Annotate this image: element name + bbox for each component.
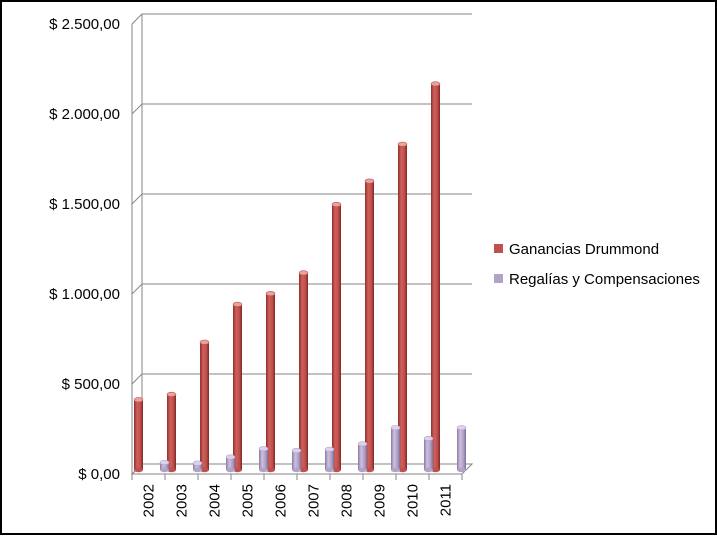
- bar-regalias: [291, 448, 302, 473]
- axes: [130, 14, 474, 480]
- bar-regalias: [390, 425, 401, 473]
- bar-regalias: [258, 446, 269, 473]
- bars: [133, 81, 467, 473]
- bar-regalias: [456, 425, 467, 473]
- bar-ganancias: [430, 81, 441, 473]
- x-tick-label: 2005: [240, 484, 257, 517]
- legend-swatch: [494, 244, 503, 253]
- bar-regalias: [324, 446, 335, 473]
- x-tick-label: 2009: [372, 484, 389, 517]
- legend: Ganancias Drummond Regalías y Compensacio…: [494, 241, 700, 288]
- y-tick-label: $ 500,00: [62, 376, 120, 393]
- x-tick-label: 2002: [141, 484, 158, 517]
- bar-regalias: [159, 459, 170, 473]
- x-tick-label: 2008: [339, 484, 356, 517]
- y-tick-label: $ 1.500,00: [49, 196, 120, 213]
- x-tick-label: 2006: [273, 484, 290, 517]
- bar-regalias: [423, 435, 434, 473]
- gridline: [131, 13, 472, 25]
- y-tick-label: $ 0,00: [78, 466, 120, 483]
- gridline: [131, 103, 472, 115]
- x-tick-label: 2007: [306, 484, 323, 517]
- legend-label: Regalías y Compensaciones: [509, 271, 700, 288]
- bar-ganancias: [364, 178, 375, 473]
- x-tick-label: 2004: [207, 484, 224, 517]
- bar-ganancias: [166, 391, 177, 473]
- y-tick-label: $ 1.000,00: [49, 286, 120, 303]
- bar-ganancias: [133, 397, 144, 473]
- bar-ganancias: [331, 202, 342, 473]
- x-tick-label: 2011: [438, 484, 455, 516]
- x-tick-label: 2010: [405, 484, 422, 517]
- tick-labels: $ 0,00 $ 500,00 $ 1.000,00 $ 1.500,00 $ 2.00…: [49, 16, 454, 517]
- gridline: [131, 193, 472, 205]
- y-tick-label: $ 2.000,00: [49, 106, 120, 123]
- bar-ganancias: [397, 141, 408, 473]
- bar-ganancias: [298, 270, 309, 473]
- bar-ganancias: [232, 301, 243, 473]
- bar-ganancias: [265, 291, 276, 473]
- x-tick-label: 2003: [174, 484, 191, 517]
- bar-ganancias: [199, 339, 210, 473]
- bar-regalias: [225, 454, 236, 473]
- y-tick-label: $ 2.500,00: [49, 16, 120, 33]
- legend-swatch: [494, 274, 503, 283]
- bar-regalias: [357, 441, 368, 473]
- legend-label: Ganancias Drummond: [509, 241, 659, 258]
- bar-regalias: [192, 460, 203, 473]
